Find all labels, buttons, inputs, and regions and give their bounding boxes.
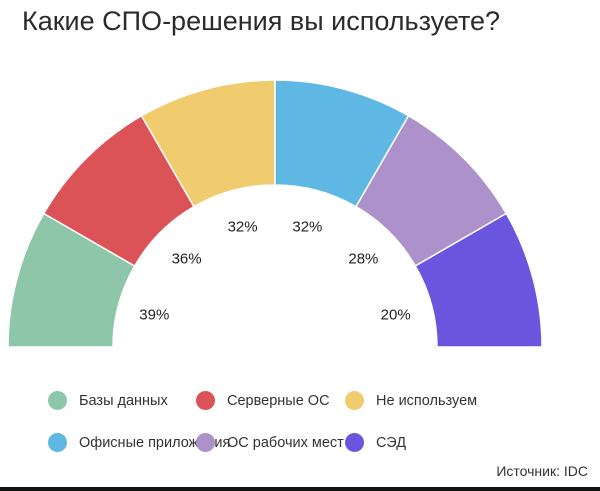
slice-label-3: 32% [228, 218, 258, 235]
slice-label-2: 36% [172, 251, 202, 268]
slice-6 [414, 212, 543, 348]
bottom-divider [0, 487, 600, 491]
slice-label-4: 32% [292, 218, 322, 235]
chart-title: Какие СПО-решения вы используете? [22, 6, 501, 36]
slice-label-5: 28% [348, 251, 378, 268]
source-note: Источник: IDC [496, 463, 588, 479]
slice-label-6: 20% [381, 307, 411, 324]
slice-label-1: 39% [139, 307, 169, 324]
